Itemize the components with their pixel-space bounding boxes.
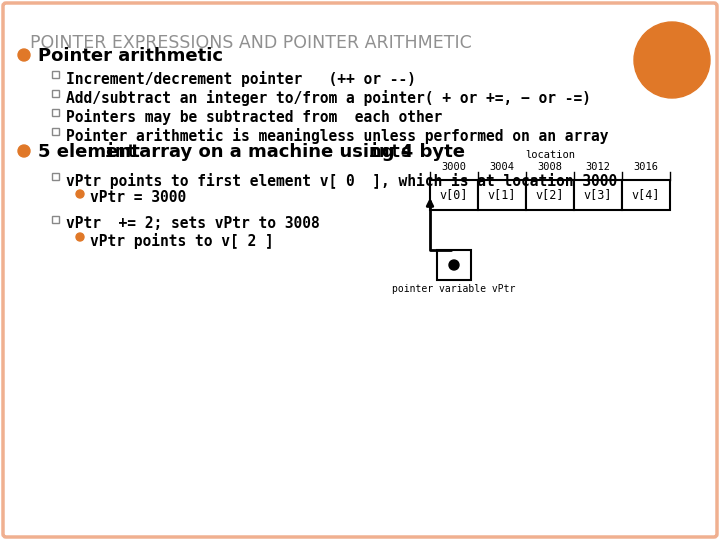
Text: POINTER EXPRESSIONS AND POINTER ARITHMETIC: POINTER EXPRESSIONS AND POINTER ARITHMET… [30, 34, 472, 52]
Circle shape [634, 22, 710, 98]
Text: v[4]: v[4] [631, 188, 660, 201]
Text: Pointer arithmetic: Pointer arithmetic [38, 47, 223, 65]
Text: vPtr points to first element v[ 0  ], which is at location 3000: vPtr points to first element v[ 0 ], whi… [66, 173, 617, 189]
Bar [52, 109, 59, 116]
Text: Pointer arithmetic is meaningless unless performed on an array: Pointer arithmetic is meaningless unless… [66, 128, 608, 144]
Text: location: location [525, 150, 575, 160]
Text: 3000: 3000 [441, 162, 467, 172]
Text: 5 element: 5 element [38, 143, 146, 161]
Bar [52, 216, 59, 223]
Text: 3008: 3008 [538, 162, 562, 172]
Text: Increment/decrement pointer   (++ or --): Increment/decrement pointer (++ or --) [66, 71, 416, 87]
Text: 3004: 3004 [490, 162, 515, 172]
Text: Pointers may be subtracted from  each other: Pointers may be subtracted from each oth… [66, 109, 442, 125]
Text: 3016: 3016 [634, 162, 659, 172]
Text: pointer variable vPtr: pointer variable vPtr [392, 284, 516, 294]
FancyBboxPatch shape [3, 3, 717, 537]
Bar [526, 180, 574, 210]
Bar [622, 180, 670, 210]
Bar [478, 180, 526, 210]
Text: v[1]: v[1] [487, 188, 516, 201]
Text: v[3]: v[3] [584, 188, 612, 201]
Text: vPtr  += 2; sets vPtr to 3008: vPtr += 2; sets vPtr to 3008 [66, 216, 320, 231]
Circle shape [449, 260, 459, 270]
Text: v[0]: v[0] [440, 188, 468, 201]
Bar [52, 71, 59, 78]
Circle shape [76, 190, 84, 198]
Text: ints: ints [369, 143, 413, 161]
Bar [52, 90, 59, 97]
Text: vPtr points to v[ 2 ]: vPtr points to v[ 2 ] [90, 233, 274, 249]
Bar [52, 173, 59, 180]
Circle shape [76, 233, 84, 241]
Text: Add/subtract an integer to/from a pointer( + or +=, − or -=): Add/subtract an integer to/from a pointe… [66, 90, 591, 106]
Text: v[2]: v[2] [536, 188, 564, 201]
Bar [52, 128, 59, 135]
Circle shape [18, 49, 30, 61]
Text: 3012: 3012 [585, 162, 611, 172]
Text: array on a machine using 4 byte: array on a machine using 4 byte [133, 143, 472, 161]
Text: int: int [105, 143, 138, 161]
Text: vPtr = 3000: vPtr = 3000 [90, 190, 186, 205]
Bar [437, 250, 471, 280]
Circle shape [18, 145, 30, 157]
Bar [574, 180, 622, 210]
Bar [430, 180, 478, 210]
